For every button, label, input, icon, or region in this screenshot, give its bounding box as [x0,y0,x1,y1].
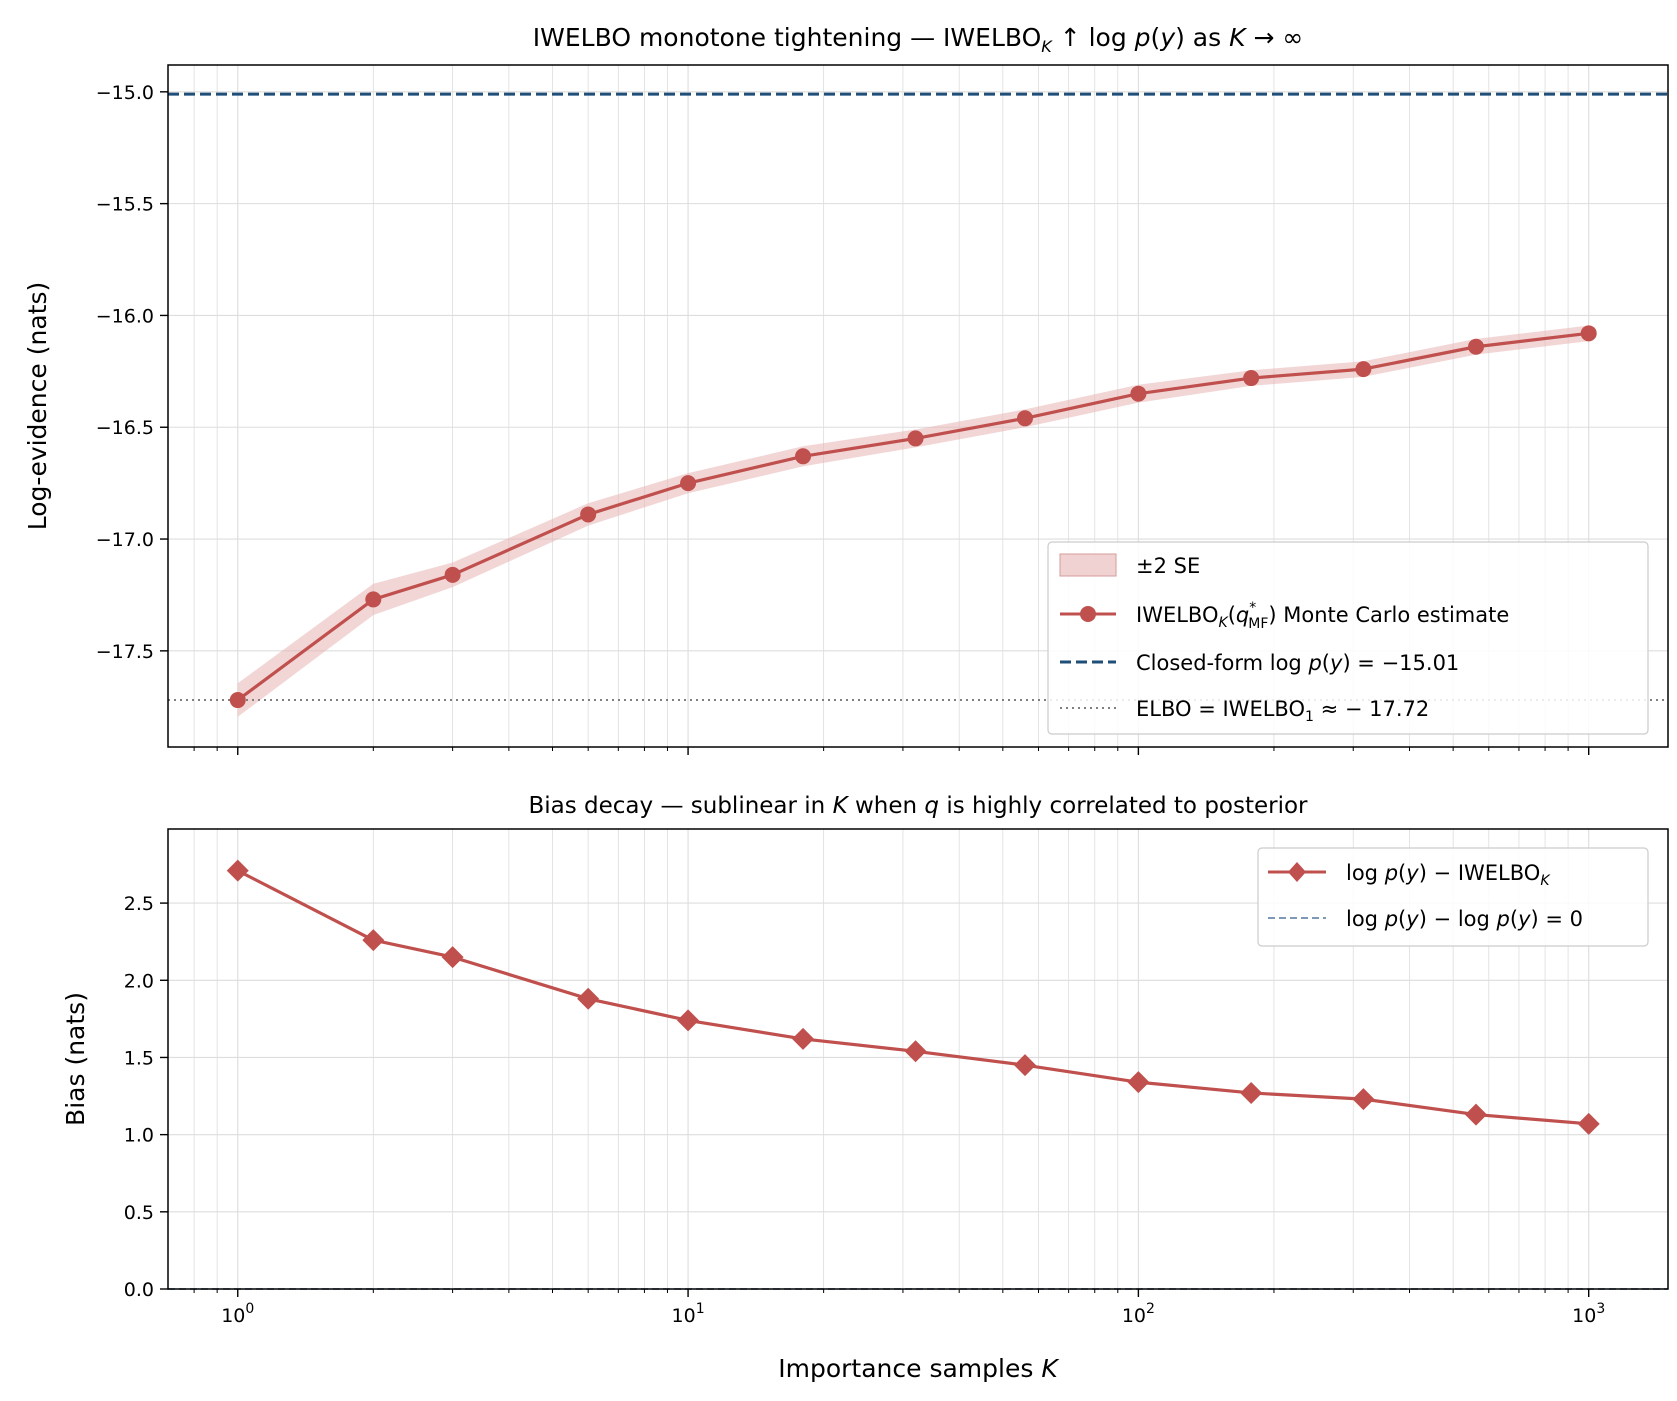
bias-point [1127,1071,1150,1094]
log-evidence-legend: ±2 SE IWELBOK(q* MF) Monte Carlo estimate… [1047,541,1649,735]
bias-ylabel: Bias (nats) [61,992,90,1126]
iwelbo-point [1130,385,1147,402]
y-tick-label: 0.0 [124,1279,154,1301]
log-evidence-ylabel: Log-evidence (nats) [23,282,52,530]
bias-title: Bias decay — sublinear in K when q is hi… [528,793,1308,819]
bias-point [362,929,385,952]
x-axis-label: Importance samples K [778,1354,1060,1383]
log-evidence-plot-frame [167,64,1669,748]
bias-ticks: 0.0 0.5 1.0 1.5 2.0 2.5 100 101 102 103 [124,893,1605,1327]
y-tick-label: 0.5 [124,1202,154,1224]
bias-point [792,1027,815,1050]
y-tick-label: −17.5 [96,641,154,663]
zero-legend-label: log p(y) − log p(y) = 0 [1346,907,1583,931]
bias-point [1240,1081,1263,1104]
bias-legend-marker [1288,862,1306,882]
bias-point [1352,1088,1375,1111]
iwelbo-point [229,692,246,709]
iwelbo-point [680,475,697,492]
iwelbo-point [1243,370,1260,387]
x-tick-label: 100 [221,1301,254,1327]
iwelbo-point [1468,338,1485,355]
bias-point [1465,1103,1488,1126]
iwelbo-point [365,591,382,608]
y-tick-label: −16.5 [96,417,154,439]
log-evidence-title: IWELBO monotone tightening — IWELBOK ↑ l… [533,23,1303,56]
bias-point [577,987,600,1010]
iwelbo-legend-marker [1080,606,1096,622]
y-tick-label: 1.0 [124,1125,154,1147]
bias-plot-frame [167,828,1669,1290]
y-tick-label: −15.5 [96,194,154,216]
bias-point [677,1009,700,1032]
legend-box [1047,541,1649,735]
iwelbo-point [907,430,924,447]
x-tick-label: 103 [1572,1301,1605,1327]
log-evidence-panel: −15.0 −15.5 −16.0 −16.5 −17.0 −17.5 IWELBO mo… [23,23,1669,755]
bias-point [441,946,464,969]
bias-legend: log p(y) − IWELBOK log p(y) − log p(y) =… [1257,847,1649,947]
x-tick-label: 102 [1122,1301,1155,1327]
bias-panel: 0.0 0.5 1.0 1.5 2.0 2.5 100 101 102 103 Bias deca… [61,793,1669,1383]
bias-series-layer [226,859,1600,1135]
y-tick-label: 1.5 [124,1047,154,1069]
bias-legend-box [1257,847,1649,947]
iwelbo-point [1355,361,1372,378]
bias-point [226,859,249,882]
bias-point [1013,1054,1036,1077]
x-tick-label: 101 [672,1301,705,1327]
bias-point [904,1040,927,1063]
se-band-legend-label: ±2 SE [1136,554,1200,578]
bias-point [1577,1112,1600,1135]
iwelbo-point [444,566,461,583]
y-tick-label: −17.0 [96,529,154,551]
iwelbo-series-layer [229,325,1597,709]
iwelbo-point [580,506,597,523]
iwelbo-point [1016,410,1033,427]
iwelbo-point [1580,325,1597,342]
y-tick-label: −15.0 [96,82,154,104]
y-tick-label: 2.0 [124,970,154,992]
elbo-legend-label: ELBO = IWELBO1 ≈ − 17.72 [1136,697,1429,725]
iwelbo-legend-label: IWELBOK(q* MF) Monte Carlo estimate [1136,600,1509,632]
y-tick-label: −16.0 [96,305,154,327]
closed-form-legend-label: Closed-form log p(y) = −15.01 [1136,651,1459,675]
y-tick-label: 2.5 [124,893,154,915]
se-band-swatch [1059,553,1117,577]
iwelbo-point [795,448,812,465]
bias-gridlines [168,829,1668,1290]
log-evidence-ticks: −15.0 −15.5 −16.0 −16.5 −17.0 −17.5 [96,82,1590,755]
bias-legend-label: log p(y) − IWELBOK [1346,861,1551,889]
